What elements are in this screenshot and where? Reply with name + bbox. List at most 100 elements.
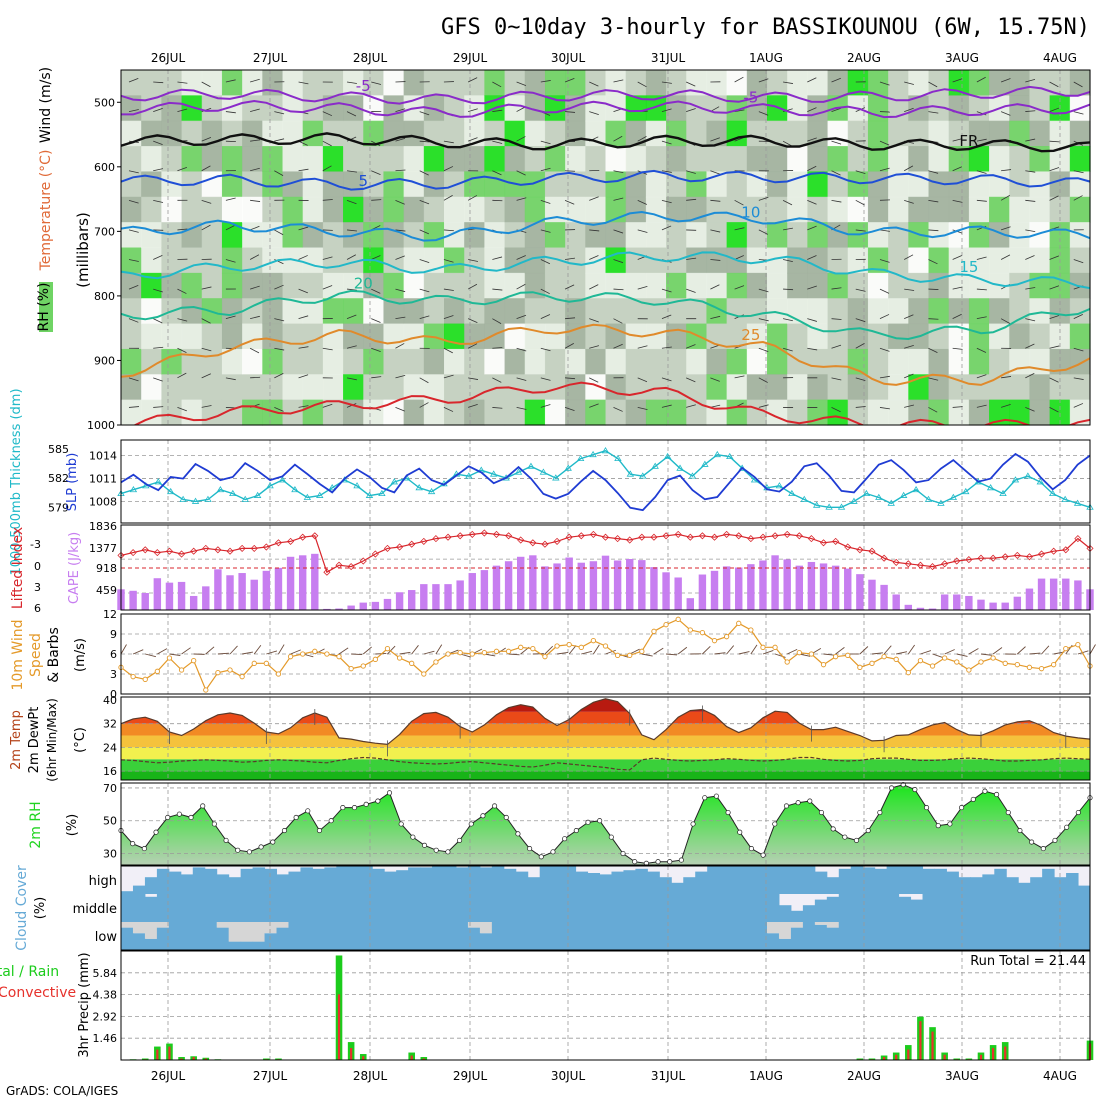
cape-bar bbox=[359, 602, 367, 610]
rh-cell bbox=[504, 70, 526, 96]
wind-barb bbox=[250, 315, 260, 320]
wind-barb-10m bbox=[253, 644, 262, 655]
cloud-cell bbox=[288, 871, 301, 894]
wind-barb bbox=[250, 285, 260, 290]
rh-cell bbox=[423, 374, 445, 401]
wind-speed-line bbox=[120, 618, 1091, 692]
rh-cell bbox=[201, 70, 223, 96]
thickness-marker bbox=[552, 474, 560, 481]
rh-frame bbox=[120, 782, 1091, 866]
precip-conv-bar bbox=[168, 1046, 171, 1060]
wind-barb bbox=[710, 229, 721, 233]
li-marker bbox=[819, 539, 828, 547]
rh-cell bbox=[121, 374, 142, 401]
wind-barb bbox=[177, 108, 188, 112]
rh-marker bbox=[900, 782, 906, 788]
rh-cell bbox=[383, 348, 405, 375]
cloud-cell bbox=[910, 899, 924, 922]
rh-cell bbox=[121, 399, 142, 426]
li-marker bbox=[916, 561, 924, 569]
wind-barb bbox=[807, 77, 817, 83]
rh-cell bbox=[746, 247, 768, 274]
rh-cell bbox=[787, 374, 808, 401]
rh-cell bbox=[262, 95, 284, 122]
li-marker bbox=[880, 554, 888, 562]
rh-cell bbox=[989, 323, 1010, 350]
rh-cell bbox=[1029, 95, 1051, 122]
thickness-marker bbox=[316, 491, 324, 498]
day-label-top: 30JUL bbox=[551, 51, 586, 65]
cape-bar bbox=[1049, 578, 1058, 610]
cloud-cell bbox=[826, 877, 840, 894]
rh-cell bbox=[565, 95, 586, 122]
rh-cell bbox=[989, 146, 1010, 173]
cloud-cell bbox=[144, 938, 158, 950]
rh-cell bbox=[141, 222, 162, 249]
thickness-marker bbox=[427, 487, 436, 495]
rh-cell bbox=[221, 298, 243, 325]
cloud-low-gray bbox=[767, 922, 780, 934]
wind-barb bbox=[153, 168, 164, 172]
rh-cell bbox=[625, 70, 647, 96]
wind-barb bbox=[613, 259, 624, 264]
wind-barb bbox=[1073, 377, 1084, 380]
cape-bar bbox=[735, 567, 743, 610]
rh-marker bbox=[1064, 824, 1070, 830]
rh-cell bbox=[1069, 374, 1091, 401]
ytick-label: 700 bbox=[94, 225, 115, 238]
rh-cell bbox=[605, 222, 627, 249]
rh-cell bbox=[928, 374, 950, 401]
cape-bar bbox=[928, 608, 937, 610]
rh-cell bbox=[565, 247, 586, 274]
wind-barb bbox=[201, 224, 211, 231]
rh-cell bbox=[625, 95, 647, 122]
rh-cell bbox=[847, 196, 869, 223]
rh-cell bbox=[544, 120, 566, 147]
wind-speed-marker bbox=[578, 644, 584, 650]
cape-bar bbox=[880, 584, 888, 610]
cloud-low-gray bbox=[132, 922, 146, 934]
wind-barb bbox=[443, 288, 454, 291]
wind-barb bbox=[637, 286, 648, 290]
rh-cell bbox=[686, 222, 708, 249]
cloud-cell bbox=[408, 922, 421, 950]
wind-barb-10m bbox=[726, 645, 735, 655]
cape-bar bbox=[529, 555, 537, 610]
rh-marker bbox=[398, 821, 404, 827]
li-marker bbox=[177, 550, 186, 558]
cloud-cell bbox=[384, 894, 397, 922]
rh-cell bbox=[262, 247, 284, 274]
wind-barb-10m bbox=[181, 647, 191, 655]
wind-barb-10m bbox=[968, 648, 979, 655]
rh-cell bbox=[948, 348, 970, 375]
wind-barb bbox=[758, 288, 769, 293]
rh-cell bbox=[141, 348, 162, 375]
wind-barb-10m bbox=[883, 645, 892, 655]
rh-cell bbox=[1009, 146, 1031, 173]
wind-speed-marker bbox=[1002, 660, 1008, 666]
rh-cell bbox=[767, 272, 788, 299]
cloud-cell bbox=[970, 894, 983, 922]
rh-cell bbox=[121, 272, 142, 299]
wind-barb bbox=[976, 374, 987, 379]
cape-bar bbox=[202, 586, 210, 610]
cloud-cell bbox=[635, 894, 648, 922]
cloud-cell bbox=[228, 894, 242, 922]
rh-cell bbox=[221, 196, 243, 223]
li-marker bbox=[589, 530, 597, 538]
wind-speed-marker bbox=[469, 651, 475, 657]
rh-cell bbox=[181, 323, 203, 350]
wind-barb bbox=[540, 404, 551, 408]
wind-barb bbox=[443, 195, 453, 201]
rh-cell bbox=[242, 70, 263, 96]
rh-cell bbox=[282, 146, 304, 173]
wind-barb-10m bbox=[896, 651, 908, 655]
rh-cell bbox=[383, 146, 405, 173]
wind-barb bbox=[250, 139, 261, 142]
precip-tick: 4.38 bbox=[93, 989, 118, 1002]
temp-band bbox=[121, 723, 1090, 736]
cloud-cell bbox=[467, 927, 481, 950]
cloud-cell bbox=[659, 922, 672, 950]
wind-barb bbox=[346, 288, 358, 291]
li-marker bbox=[565, 533, 573, 541]
